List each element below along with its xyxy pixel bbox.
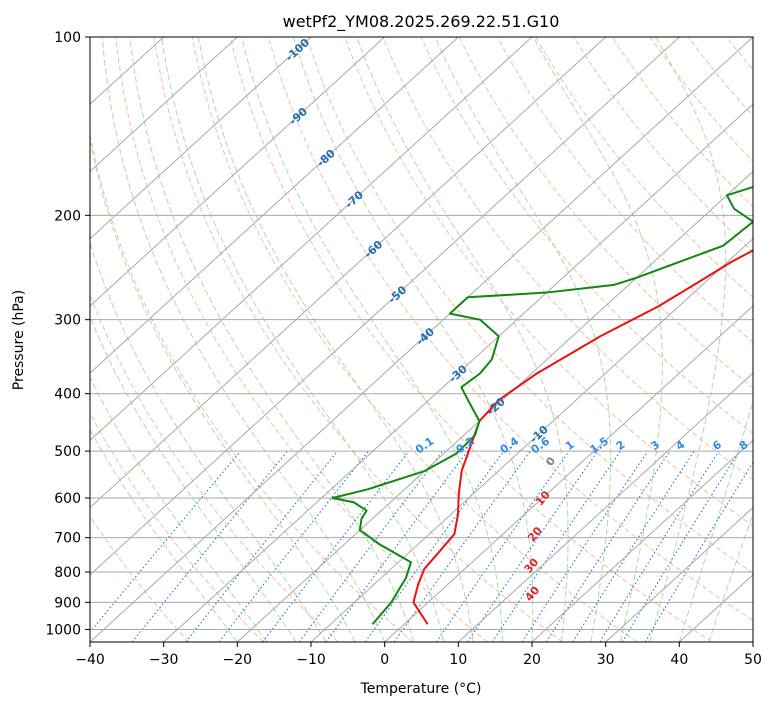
dry-adiabat-line	[496, 37, 753, 344]
mixing-ratio-line	[545, 450, 671, 642]
x-tick-label: 20	[523, 652, 541, 668]
y-tick-label: 800	[54, 565, 81, 581]
moist-adiabat-line	[101, 37, 386, 642]
moist-adiabat-line	[90, 428, 238, 642]
y-tick-label: 600	[54, 491, 81, 507]
moist-adiabat-line	[649, 37, 727, 642]
dry-adiabat-line	[191, 37, 638, 642]
chart-title: wetPf2_YM08.2025.269.22.51.G10	[283, 12, 560, 32]
dry-adiabat-line	[420, 37, 753, 435]
x-tick-label: −20	[223, 652, 253, 668]
mixing-ratio-line	[262, 450, 410, 642]
x-axis-label: Temperature (°C)	[360, 681, 482, 697]
moist-adiabat-line	[678, 399, 753, 642]
moist-adiabat-line	[161, 37, 445, 642]
dry-adiabat-line	[153, 37, 563, 642]
mixing-ratio-line	[621, 450, 740, 642]
background-lines	[90, 37, 753, 642]
isotherm-line	[90, 37, 680, 576]
dry-adiabat-line	[268, 37, 753, 622]
isotherm-line	[310, 237, 753, 642]
x-tick-label: 30	[597, 652, 615, 668]
dry-adiabat-line	[90, 412, 264, 642]
x-tick-label: −30	[149, 652, 179, 668]
isotherm-line	[90, 37, 753, 642]
moist-adiabat-line	[90, 241, 327, 642]
mixing-ratio-line	[491, 450, 621, 642]
isotherm-line	[605, 506, 753, 642]
moist-adiabat-line	[241, 37, 504, 642]
plot-frame	[89, 36, 754, 643]
moist-adiabat-line	[129, 37, 415, 642]
y-tick-label: 1000	[45, 622, 81, 638]
isotherm-line	[90, 37, 607, 509]
mixing-ratio-line	[185, 450, 338, 642]
x-tick-label: −10	[296, 652, 326, 668]
mixing-ratio-line	[131, 450, 289, 642]
isotherm-line	[90, 37, 312, 240]
moist-adiabat-line	[90, 376, 268, 642]
x-tick-label: 10	[449, 652, 467, 668]
mixing-ratio-line	[364, 450, 505, 642]
dewpoint-profile-line	[331, 185, 753, 625]
mixing-ratio-line	[325, 450, 468, 642]
moist-adiabat-line	[90, 315, 297, 642]
y-tick-label: 300	[54, 313, 81, 329]
moist-adiabat-line	[197, 37, 474, 642]
isotherm-line	[90, 37, 459, 374]
temperature-profile-line	[412, 249, 753, 625]
moist-adiabat-line	[434, 37, 612, 642]
data-series	[331, 185, 753, 625]
y-tick-label: 400	[54, 387, 81, 403]
moist-adiabat-line	[90, 137, 356, 642]
isotherm-line	[531, 439, 753, 642]
y-tick-label: 200	[54, 208, 81, 224]
mixing-ratio-line	[298, 450, 444, 642]
isotherm-line	[90, 37, 238, 173]
dry-adiabat-line	[115, 37, 488, 642]
moist-adiabat-line	[532, 37, 663, 642]
y-axis: 100 200 300 400 500 600 700 800 900 1000	[45, 30, 90, 638]
dry-adiabat-line	[535, 37, 753, 298]
isotherm-line	[457, 372, 753, 642]
y-tick-label: 700	[54, 531, 81, 547]
mixing-ratio-line	[521, 450, 649, 642]
dry-adiabat-line	[306, 37, 753, 574]
isotherm-line	[90, 37, 533, 442]
x-tick-label: 40	[670, 652, 688, 668]
mixing-ratio-line	[90, 450, 242, 633]
y-tick-label: 500	[54, 444, 81, 460]
isotherm-line	[90, 37, 386, 307]
x-tick-label: 0	[380, 652, 389, 668]
y-tick-label: 100	[54, 30, 81, 46]
moist-adiabat-line	[356, 37, 569, 642]
y-tick-label: 900	[54, 595, 81, 611]
x-tick-label: −40	[75, 652, 105, 668]
isotherm-line	[236, 170, 753, 642]
x-tick-label: 50	[744, 652, 762, 668]
x-axis: −40 −30 −20 −10 0 10 20 30 40 50	[75, 642, 762, 668]
moist-adiabat-line	[293, 37, 534, 642]
mixing-ratio-line	[435, 450, 570, 642]
mixing-ratio-line	[572, 450, 695, 642]
y-axis-label: Pressure (hPa)	[11, 290, 27, 390]
isotherm-line	[384, 305, 753, 642]
mixing-ratio-line	[467, 450, 599, 642]
isotherm-line	[163, 103, 753, 642]
